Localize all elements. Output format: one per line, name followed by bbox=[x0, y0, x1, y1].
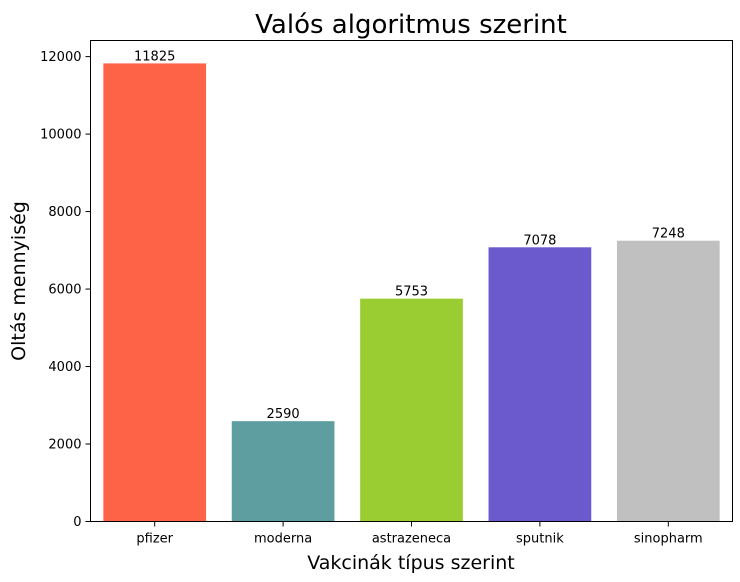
y-axis-label: Oltás mennyiség bbox=[8, 201, 30, 361]
x-tick-label-sputnik: sputnik bbox=[516, 532, 564, 547]
x-axis-label: Vakcinák típus szerint bbox=[307, 552, 515, 574]
x-tick-label-pfizer: pfizer bbox=[136, 532, 173, 547]
y-axis: 0 2000 4000 6000 8000 10000 12000 bbox=[40, 50, 91, 530]
y-tick-label: 8000 bbox=[48, 205, 81, 220]
x-axis: pfizer moderna astrazeneca sputnik sinopharm bbox=[136, 521, 703, 547]
y-tick-label: 6000 bbox=[48, 283, 81, 298]
y-tick-label: 2000 bbox=[48, 438, 81, 453]
data-label-sputnik: 7078 bbox=[523, 233, 556, 248]
data-label-pfizer: 11825 bbox=[134, 49, 175, 64]
y-tick-label: 10000 bbox=[40, 128, 81, 143]
y-tick-label: 4000 bbox=[48, 360, 81, 375]
data-label-sinopharm: 7248 bbox=[652, 227, 685, 242]
plot-frame bbox=[90, 40, 733, 522]
bars-layer bbox=[103, 63, 720, 522]
x-tick-label-sinopharm: sinopharm bbox=[634, 532, 703, 547]
bar-moderna bbox=[231, 421, 335, 522]
bar-sinopharm bbox=[616, 240, 720, 522]
data-label-astrazeneca: 5753 bbox=[395, 285, 428, 300]
bar-pfizer bbox=[103, 63, 207, 522]
chart-title: Valós algoritmus szerint bbox=[255, 10, 567, 40]
x-tick-label-astrazeneca: astrazeneca bbox=[372, 532, 451, 547]
bar-astrazeneca bbox=[360, 298, 463, 522]
data-labels-layer: 11825 2590 5753 7078 7248 bbox=[134, 49, 685, 422]
bar-sputnik bbox=[488, 247, 592, 522]
y-tick-label: 0 bbox=[73, 515, 81, 530]
data-label-moderna: 2590 bbox=[267, 407, 300, 422]
y-tick-label: 12000 bbox=[40, 50, 81, 65]
x-tick-label-moderna: moderna bbox=[254, 532, 312, 547]
